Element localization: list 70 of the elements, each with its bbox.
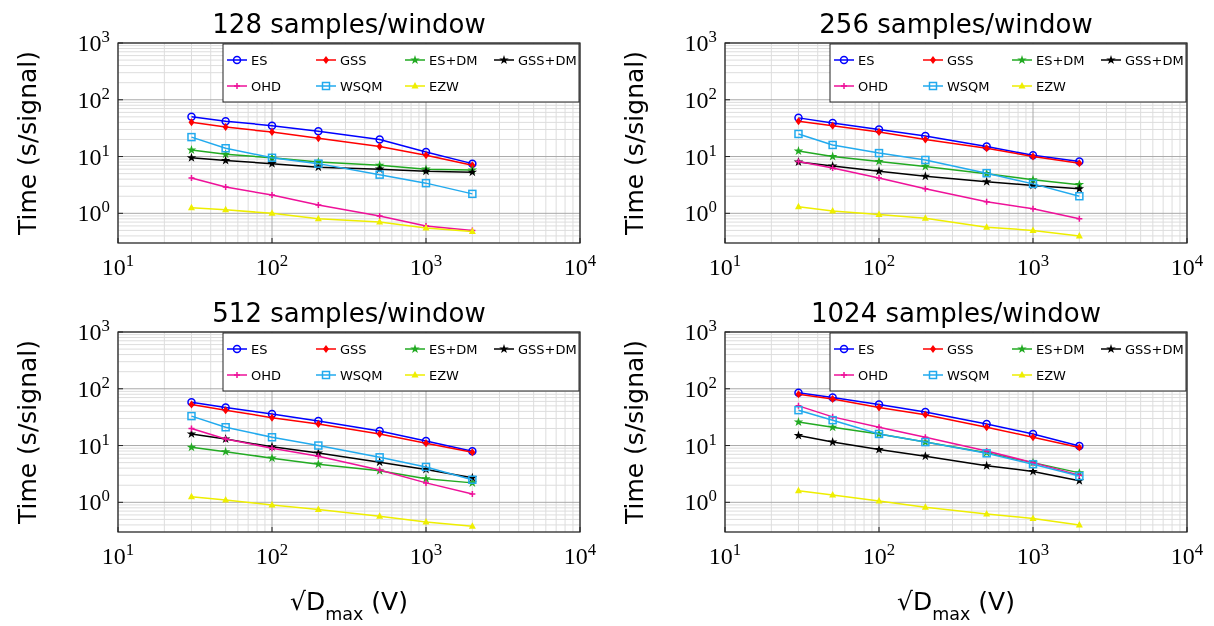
legend-label: GSS+DM: [1125, 342, 1184, 357]
x-tick-label: 10$^{1}$: [101, 539, 135, 569]
x-tick-label: 10$^{3}$: [1016, 539, 1050, 569]
legend-label: WSQM: [340, 79, 383, 94]
y-tick-label: 10$^{2}$: [77, 83, 110, 113]
legend-label: GSS: [340, 53, 367, 68]
legend-label: EZW: [429, 368, 460, 383]
legend-label: ES+DM: [1036, 342, 1085, 357]
x-tick-label: 10$^{2}$: [862, 539, 896, 569]
legend-label: EZW: [429, 79, 460, 94]
legend-label: WSQM: [947, 368, 990, 383]
y-tick-label: 10$^{1}$: [684, 429, 717, 459]
x-tick-label: 10$^{2}$: [862, 250, 896, 280]
y-tick-label: 10$^{2}$: [77, 372, 110, 402]
x-tick-label: 10$^{1}$: [708, 539, 742, 569]
y-axis-title: Time (s/signal): [620, 50, 649, 237]
legend-label: OHD: [251, 368, 282, 383]
x-tick-label: 10$^{2}$: [255, 539, 289, 569]
legend-label: OHD: [251, 79, 282, 94]
y-tick-label: 10$^{1}$: [684, 140, 717, 170]
legend-label: ES+DM: [429, 53, 478, 68]
legend-label: GSS: [340, 342, 367, 357]
chart-title: 1024 samples/window: [811, 298, 1101, 328]
legend-label: WSQM: [947, 79, 990, 94]
legend-label: GSS: [947, 53, 974, 68]
x-tick-label: 10$^{1}$: [101, 250, 135, 280]
x-tick-label: 10$^{4}$: [563, 250, 597, 280]
chart-title: 256 samples/window: [819, 9, 1093, 39]
y-tick-label: 10$^{3}$: [684, 315, 717, 345]
legend-label: ES: [858, 342, 875, 357]
y-tick-label: 10$^{0}$: [684, 485, 717, 516]
legend-label: GSS+DM: [1125, 53, 1184, 68]
y-axis-title: Time (s/signal): [13, 50, 42, 237]
legend-label: WSQM: [340, 368, 383, 383]
legend-label: GSS+DM: [518, 53, 577, 68]
y-axis-title: Time (s/signal): [620, 339, 649, 526]
legend-label: OHD: [858, 368, 889, 383]
x-tick-label: 10$^{4}$: [563, 539, 597, 569]
x-tick-label: 10$^{2}$: [255, 250, 289, 280]
y-tick-label: 10$^{2}$: [684, 372, 717, 402]
x-tick-label: 10$^{3}$: [1016, 250, 1050, 280]
x-axis-title: √D$_{max}$ (V): [897, 587, 1015, 624]
legend-label: ES+DM: [429, 342, 478, 357]
y-tick-label: 10$^{0}$: [77, 196, 110, 227]
chart-title: 512 samples/window: [212, 298, 486, 328]
y-tick-label: 10$^{1}$: [77, 140, 110, 170]
legend-label: EZW: [1036, 368, 1067, 383]
y-tick-label: 10$^{2}$: [684, 83, 717, 113]
legend-label: GSS: [947, 342, 974, 357]
legend-label: ES: [251, 342, 268, 357]
legend-label: EZW: [1036, 79, 1067, 94]
x-tick-label: 10$^{1}$: [708, 250, 742, 280]
y-tick-label: 10$^{3}$: [77, 26, 110, 56]
chart-title: 128 samples/window: [212, 9, 486, 39]
x-tick-label: 10$^{3}$: [409, 250, 443, 280]
x-axis-title: √D$_{max}$ (V): [290, 587, 408, 624]
legend-label: ES: [251, 53, 268, 68]
y-tick-label: 10$^{3}$: [77, 315, 110, 345]
y-tick-label: 10$^{1}$: [77, 429, 110, 459]
legend-label: ES: [858, 53, 875, 68]
legend-label: GSS+DM: [518, 342, 577, 357]
x-tick-label: 10$^{3}$: [409, 539, 443, 569]
legend-label: ES+DM: [1036, 53, 1085, 68]
y-tick-label: 10$^{3}$: [684, 26, 717, 56]
y-tick-label: 10$^{0}$: [684, 196, 717, 227]
y-tick-label: 10$^{0}$: [77, 485, 110, 516]
y-axis-title: Time (s/signal): [13, 339, 42, 526]
x-tick-label: 10$^{4}$: [1170, 539, 1204, 569]
legend-label: OHD: [858, 79, 889, 94]
x-tick-label: 10$^{4}$: [1170, 250, 1204, 280]
